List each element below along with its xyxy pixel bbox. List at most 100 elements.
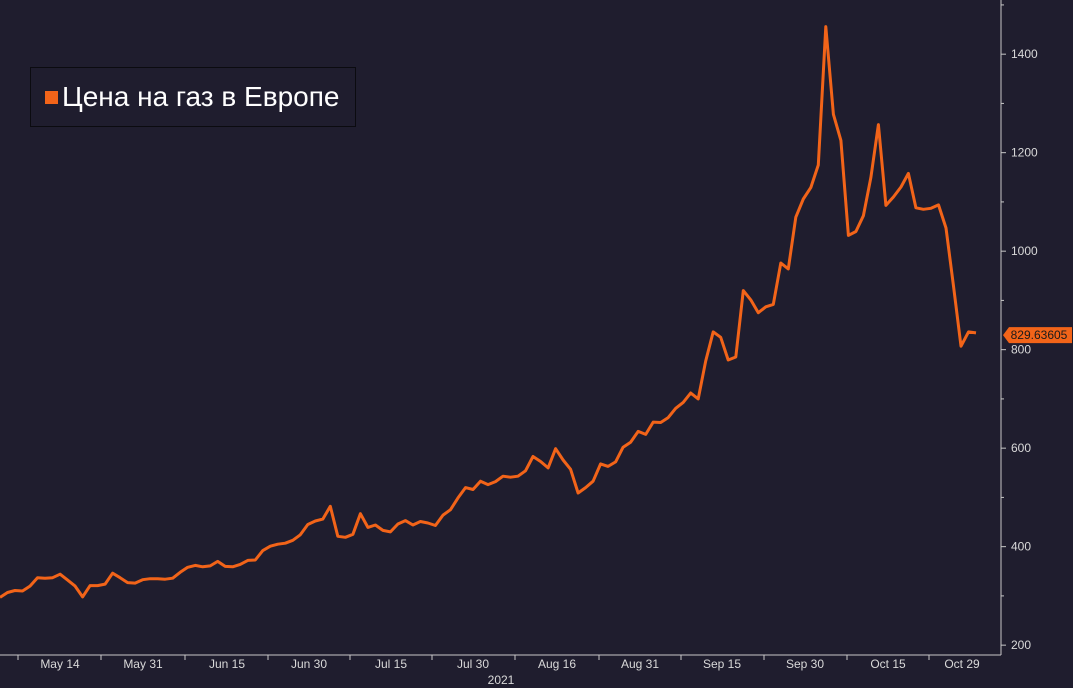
data-point (570, 468, 572, 470)
data-point (239, 563, 241, 565)
data-point (892, 196, 894, 198)
data-point (359, 513, 361, 515)
data-point (562, 459, 564, 461)
data-point (307, 524, 309, 526)
data-point (419, 521, 421, 523)
x-axis-ticks: May 14 May 31 Jun 15 Jun 30 Jul 15 Jul 30 Aug … (17, 655, 980, 687)
data-point (457, 497, 459, 499)
data-point (412, 524, 414, 526)
data-point (487, 484, 489, 486)
data-point (712, 331, 714, 333)
data-point (404, 520, 406, 522)
data-point (179, 571, 181, 573)
data-point (652, 421, 654, 423)
data-point (840, 139, 842, 141)
data-point (750, 299, 752, 301)
data-point (224, 565, 226, 567)
data-point (322, 518, 324, 520)
data-point (352, 533, 354, 535)
data-point (389, 531, 391, 533)
data-point (202, 566, 204, 568)
data-point (74, 585, 76, 587)
data-point (59, 573, 61, 575)
data-point (727, 359, 729, 361)
data-point (877, 124, 879, 126)
data-point (82, 596, 84, 598)
data-point (607, 465, 609, 467)
data-point (37, 577, 39, 579)
x-tick-label: Aug 16 (538, 657, 576, 671)
data-point (164, 578, 166, 580)
data-point (615, 461, 617, 463)
data-point (825, 26, 827, 28)
legend: Цена на газ в Европе (30, 67, 356, 127)
data-point (645, 433, 647, 435)
data-point (795, 216, 797, 218)
data-point (832, 113, 834, 115)
data-point (817, 164, 819, 166)
data-point (757, 312, 759, 314)
data-point (742, 290, 744, 292)
x-tick-label: Oct 29 (944, 657, 980, 671)
data-point (637, 430, 639, 432)
data-point (592, 480, 594, 482)
data-point (450, 509, 452, 511)
data-point (187, 566, 189, 568)
data-point (953, 285, 955, 287)
data-point (938, 204, 940, 206)
data-point (810, 187, 812, 189)
data-point (44, 577, 46, 579)
data-point (547, 467, 549, 469)
data-point (465, 487, 467, 489)
data-point (217, 560, 219, 562)
data-point (532, 456, 534, 458)
x-tick-label: May 14 (40, 657, 80, 671)
y-tick-label: 800 (1011, 343, 1031, 357)
data-point (277, 543, 279, 545)
data-point (855, 231, 857, 233)
y-tick-label: 600 (1011, 441, 1031, 455)
data-point (269, 545, 271, 547)
data-point (292, 539, 294, 541)
data-point (517, 475, 519, 477)
data-point (915, 207, 917, 209)
data-point (600, 463, 602, 465)
data-point (52, 577, 54, 579)
data-point (577, 492, 579, 494)
data-point (89, 585, 91, 587)
data-point (22, 590, 24, 592)
x-tick-label: Sep 15 (703, 657, 741, 671)
data-point (682, 401, 684, 403)
data-point (472, 489, 474, 491)
data-point (720, 336, 722, 338)
data-point (127, 582, 129, 584)
data-point (787, 268, 789, 270)
data-point (502, 475, 504, 477)
last-value-layer: 829.63605 (1003, 327, 1072, 344)
data-point (495, 481, 497, 483)
data-point (480, 480, 482, 482)
data-point (922, 208, 924, 210)
data-point (397, 523, 399, 525)
data-point (149, 578, 151, 580)
data-point (344, 536, 346, 538)
y-tick-label: 1400 (1011, 47, 1038, 61)
data-point (157, 578, 159, 580)
data-point (374, 524, 376, 526)
data-point (705, 360, 707, 362)
data-point (262, 550, 264, 552)
series-layer (0, 25, 977, 599)
data-point (960, 345, 962, 347)
legend-swatch (45, 90, 58, 104)
data-point (7, 592, 9, 594)
legend-label-series-0: Цена на газ в Европе (62, 81, 340, 112)
data-point (247, 559, 249, 561)
y-tick-label: 1200 (1011, 146, 1038, 160)
y-axis-ticks: 200 400 600 800 1000 1200 1400 (1001, 4, 1038, 652)
data-point (847, 234, 849, 236)
data-point (142, 579, 144, 581)
data-point (622, 446, 624, 448)
data-point (885, 204, 887, 206)
y-tick-label: 1000 (1011, 244, 1038, 258)
data-point (104, 583, 106, 585)
